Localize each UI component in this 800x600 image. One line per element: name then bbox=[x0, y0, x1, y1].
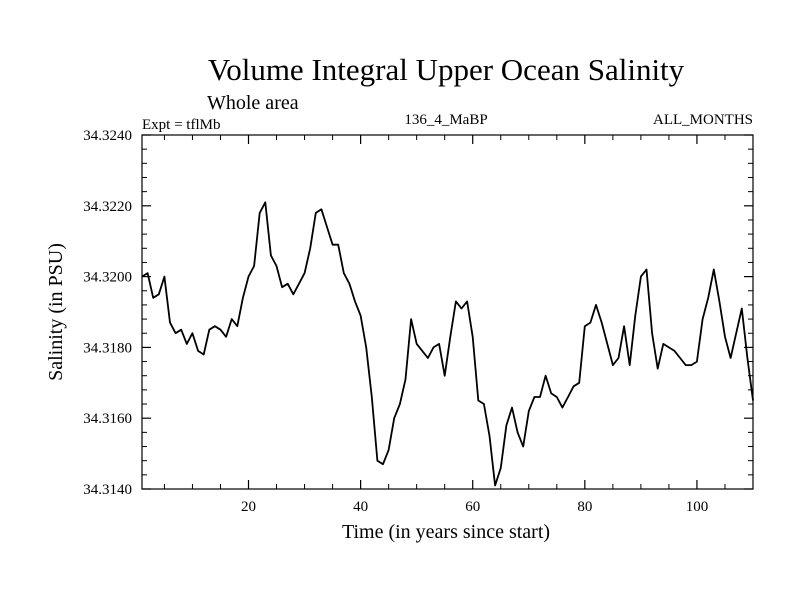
y-axis: 34.3140 34.3160 34.3180 34.3200 34.3220 34.32… bbox=[83, 128, 753, 498]
y-tick-label: 34.3140 bbox=[83, 482, 132, 498]
y-tick-label: 34.3220 bbox=[83, 199, 132, 215]
chart-subtitle: Whole area bbox=[207, 92, 299, 114]
months-label: ALL_MONTHS bbox=[653, 112, 753, 128]
experiment-label: Expt = tflMb bbox=[142, 117, 220, 133]
period-label: 136_4_MaBP bbox=[404, 112, 487, 128]
y-axis-label: Salinity (in PSU) bbox=[45, 243, 67, 381]
y-tick-label: 34.3200 bbox=[83, 270, 132, 286]
chart-title: Volume Integral Upper Ocean Salinity bbox=[208, 52, 685, 87]
y-tick-label: 34.3160 bbox=[83, 411, 132, 427]
y-tick-label: 34.3240 bbox=[83, 128, 132, 144]
x-tick-label: 100 bbox=[686, 499, 709, 515]
x-tick-label: 40 bbox=[353, 499, 368, 515]
salinity-series-line bbox=[141, 201, 754, 487]
plot-frame bbox=[141, 134, 754, 490]
x-tick-label: 60 bbox=[465, 499, 480, 515]
y-tick-label: 34.3180 bbox=[83, 340, 132, 356]
x-tick-label: 80 bbox=[577, 499, 592, 515]
x-axis: 20 40 60 80 100 bbox=[163, 135, 754, 515]
x-tick-label: 20 bbox=[241, 499, 256, 515]
x-axis-label: Time (in years since start) bbox=[342, 521, 550, 543]
